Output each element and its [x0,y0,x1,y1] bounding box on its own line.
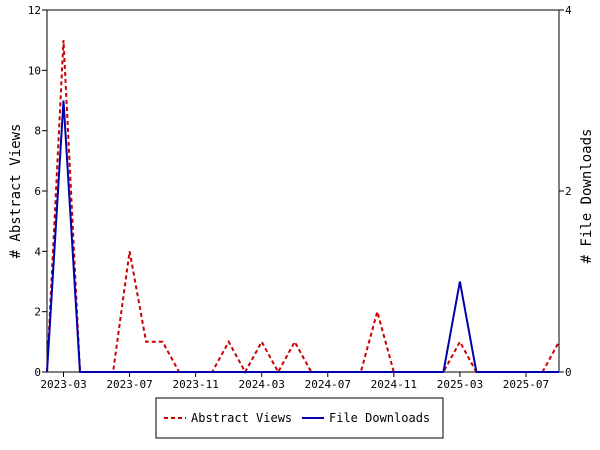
y-right-tick-label: 0 [565,366,572,379]
legend-label-file-downloads: File Downloads [329,411,430,425]
x-tick-label: 2025-03 [437,378,483,391]
y-left-tick-label: 6 [34,185,41,198]
x-tick-label: 2024-07 [305,378,351,391]
x-tick-label: 2023-03 [40,378,86,391]
y-left-tick-label: 10 [28,64,41,77]
y-left-axis: 0 2 4 6 8 10 12 [28,4,47,379]
x-tick-label: 2023-07 [106,378,152,391]
y-left-axis-title: # Abstract Views [8,124,24,259]
legend-label-abstract-views: Abstract Views [191,411,292,425]
x-tick-label: 2023-11 [172,378,218,391]
x-tick-label: 2025-07 [503,378,549,391]
x-tick-label: 2024-11 [371,378,417,391]
y-right-axis-title: # File Downloads [579,129,595,264]
legend-box [155,397,444,439]
series-layer [46,40,560,375]
y-left-tick-label: 4 [34,245,41,258]
series-file-downloads-line [46,100,559,373]
y-right-axis: 0 2 4 [559,4,572,379]
plot-frame [46,9,560,373]
y-left-tick-label: 12 [28,4,41,17]
x-tick-label: 2024-03 [239,378,285,391]
y-left-tick-label: 2 [34,306,41,319]
y-right-tick-label: 2 [565,185,572,198]
y-right-tick-label: 4 [565,4,572,17]
series-abstract-views-line [46,40,560,375]
x-axis: 2023-03 2023-07 2023-11 2024-03 2024-07 2024-… [40,372,549,391]
y-left-tick-label: 0 [34,366,41,379]
legend: Abstract Views File Downloads [155,397,444,439]
y-left-tick-label: 8 [34,125,41,138]
